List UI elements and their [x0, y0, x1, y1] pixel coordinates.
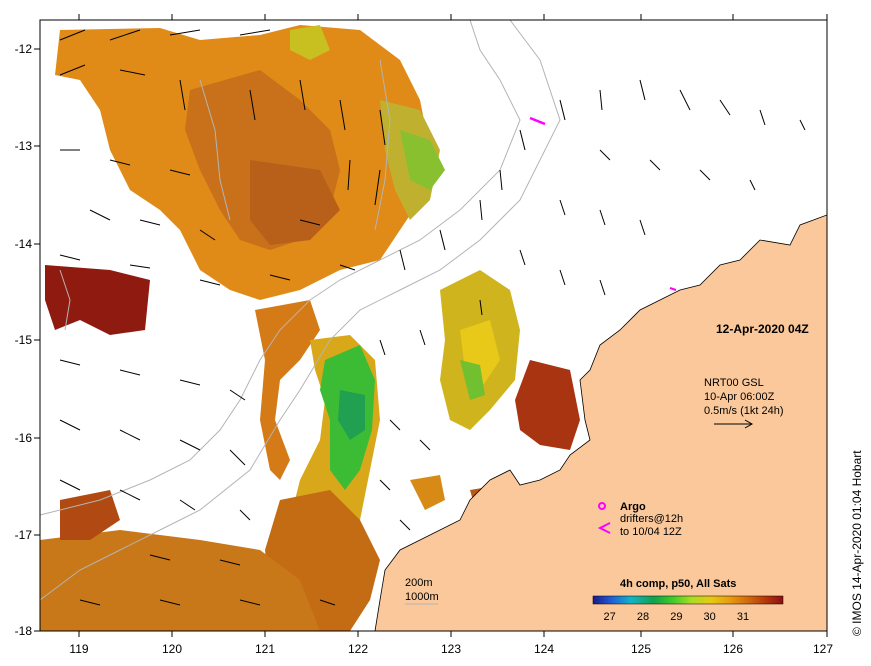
- current-vectors: [59, 29, 806, 606]
- current-legend-line1: NRT00 GSL: [704, 377, 764, 389]
- current-legend-line2: 10-Apr 06:00Z: [704, 391, 775, 403]
- lon-label-123: 123: [441, 642, 461, 656]
- current-legend-line3: 0.5m/s (1kt 24h): [704, 405, 783, 417]
- map-content: [40, 20, 827, 631]
- colorbar: 4h comp, p50, All Sats 27 28 29 30 31: [592, 578, 784, 623]
- colorbar-tick-label: 29: [670, 611, 682, 623]
- colorbar-gradient: [592, 595, 784, 605]
- lon-label-120: 120: [162, 642, 182, 656]
- lon-label-124: 124: [534, 642, 554, 656]
- isobaths: [40, 20, 561, 601]
- lon-label-121: 121: [255, 642, 275, 656]
- colorbar-tick-label: 28: [637, 611, 649, 623]
- credit-text: © IMOS 14-Apr-2020 01:04 Hobart: [850, 450, 864, 636]
- isobath-label-200: 200m: [405, 577, 433, 589]
- colorbar-title: 4h comp, p50, All Sats: [620, 578, 736, 590]
- argo-marker-icon: [598, 502, 606, 510]
- lat-label-13: -13: [15, 139, 33, 153]
- lon-label-125: 125: [631, 642, 651, 656]
- colorbar-tick-label: 31: [737, 611, 749, 623]
- lat-label-18: -18: [15, 624, 33, 638]
- drifter-track-marker-2: [669, 287, 677, 291]
- colorbar-tick-label: 27: [604, 611, 616, 623]
- drifter-label-line2: to 10/04 12Z: [620, 526, 682, 538]
- lon-label-122: 122: [348, 642, 368, 656]
- date-label: 12-Apr-2020 04Z: [716, 322, 809, 336]
- lat-label-12: -12: [15, 42, 33, 56]
- lat-label-16: -16: [15, 431, 33, 445]
- lat-label-17: -17: [15, 528, 33, 542]
- drifter-marker-icon: [597, 522, 611, 534]
- lat-label-14: -14: [15, 237, 33, 251]
- current-legend-arrow: [714, 419, 754, 429]
- lon-label-126: 126: [723, 642, 743, 656]
- lon-tick-labels: 119 120 121 122 123 124 125 126 127: [69, 642, 833, 656]
- drifter-label-line1: drifters@12h: [620, 513, 683, 525]
- land-mass: [374, 214, 827, 631]
- isobath-label-1000: 1000m: [405, 591, 439, 603]
- colorbar-tick-label: 30: [704, 611, 716, 623]
- current-legend: NRT00 GSL 10-Apr 06:00Z 0.5m/s (1kt 24h): [704, 377, 783, 429]
- lat-label-15: -15: [15, 333, 33, 347]
- lat-tick-labels: -12 -13 -14 -15 -16 -17 -18: [15, 42, 33, 638]
- isobath-legend: 200m 1000m: [405, 577, 439, 605]
- argo-label: Argo: [620, 501, 646, 513]
- drifter-legend: Argo drifters@12h to 10/04 12Z: [597, 501, 683, 538]
- colorbar-ticks: 27 28 29 30 31: [604, 611, 750, 623]
- lon-label-119: 119: [69, 642, 88, 656]
- drifter-track-marker: [529, 116, 546, 126]
- plot-frame: [39, 19, 828, 632]
- axis-ticks: [34, 14, 828, 637]
- lon-label-127: 127: [813, 642, 833, 656]
